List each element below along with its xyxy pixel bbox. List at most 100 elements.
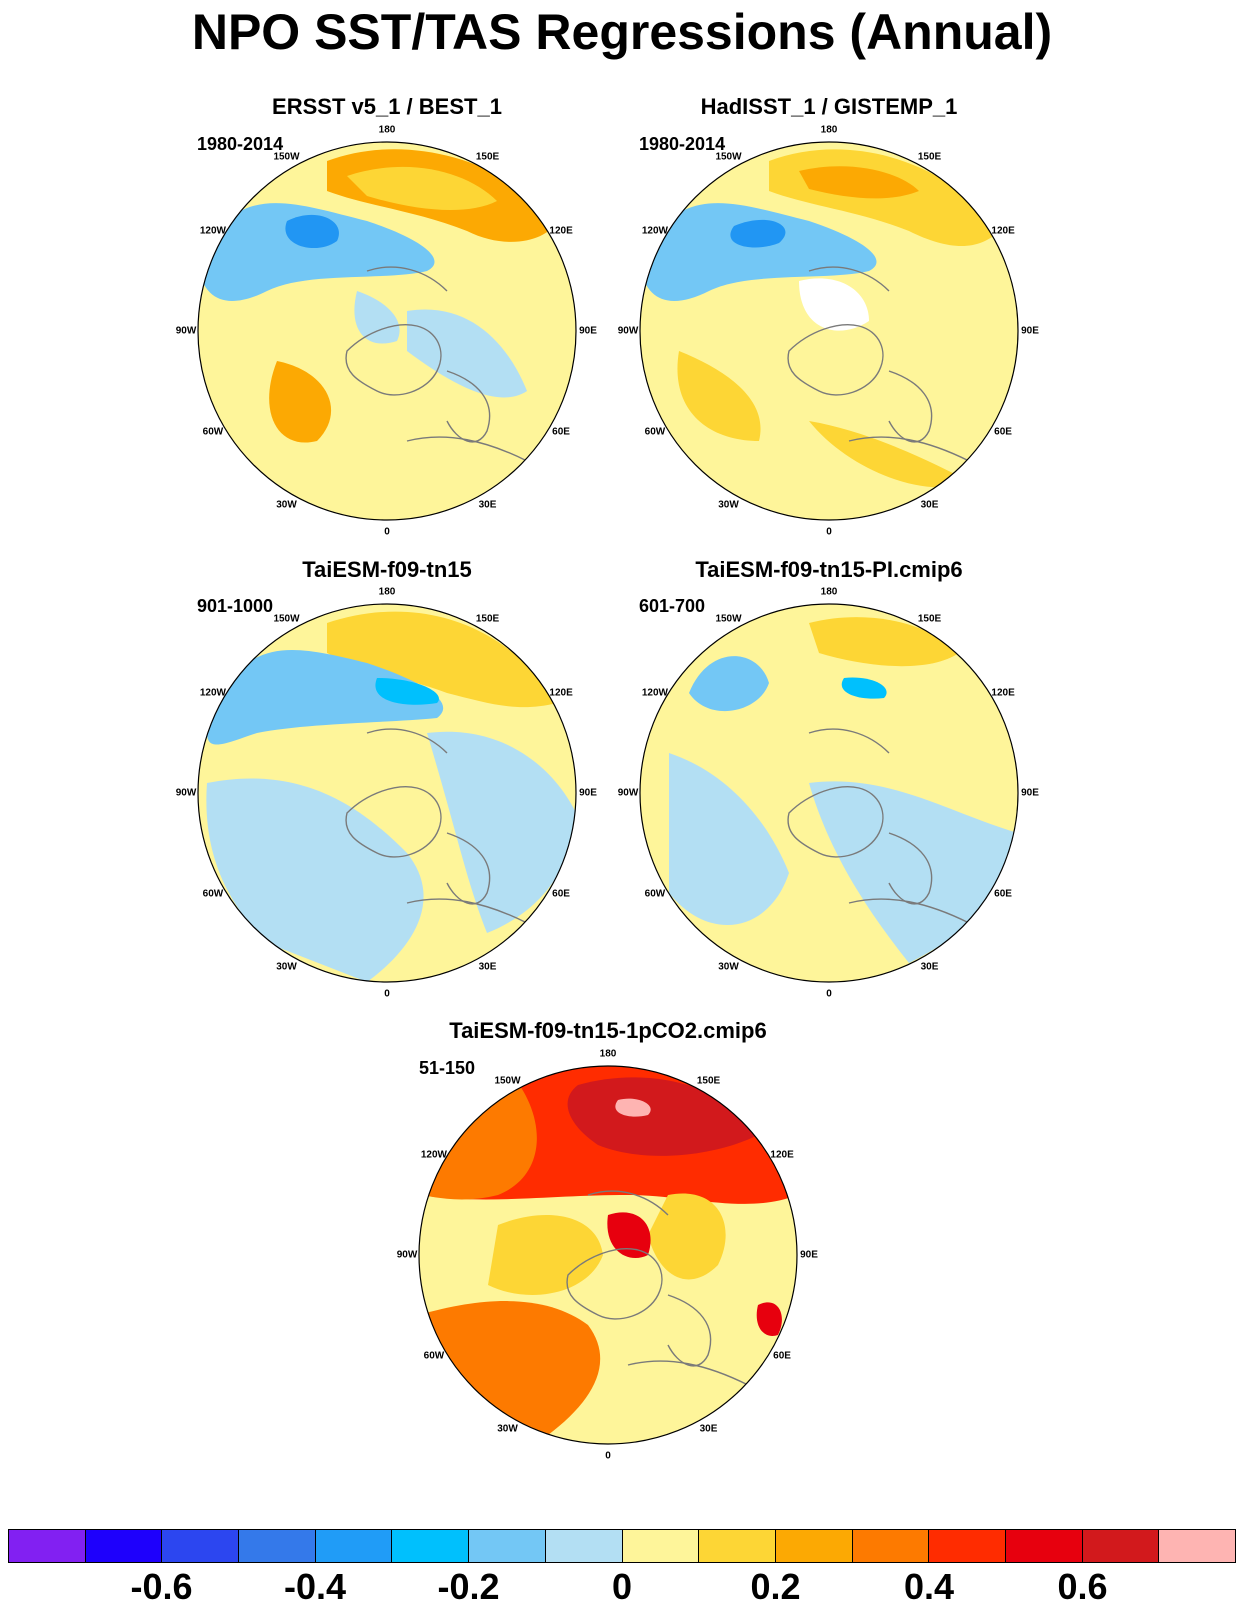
contour-region [354, 291, 527, 398]
colorbar-label: 0.6 [1057, 1566, 1108, 1607]
longitude-label: 150W [715, 151, 742, 163]
longitude-label: 0 [826, 526, 832, 538]
colorbar-cell [775, 1530, 853, 1562]
contour-region [488, 1193, 726, 1295]
panel-period: 51-150 [419, 1058, 476, 1078]
longitude-label: 150W [494, 1075, 521, 1087]
coastline [627, 1360, 749, 1386]
colorbar-cell [622, 1530, 700, 1562]
coastline [808, 728, 890, 754]
longitude-label: 180 [820, 124, 838, 136]
longitude-label: 150E [917, 151, 942, 163]
contour-region [669, 753, 1018, 963]
coastline [888, 370, 933, 443]
longitude-label: 120W [199, 225, 226, 236]
contour-region [640, 203, 877, 301]
longitude-label: 30W [497, 1423, 518, 1435]
colorbar-cell [1005, 1530, 1083, 1562]
longitude-label: 150E [917, 613, 942, 625]
colorbar-cell [162, 1530, 240, 1562]
longitude-label: 60E [552, 426, 570, 437]
longitude-label: 120E [770, 1149, 794, 1160]
longitude-label: 150W [273, 151, 300, 163]
longitude-label: 120E [549, 687, 573, 698]
contour-region [207, 649, 444, 745]
colorbar-label: 0.4 [903, 1566, 955, 1607]
longitude-label: 120E [991, 687, 1015, 698]
panel-title: TaiESM-f09-tn15-PI.cmip6 [695, 557, 963, 582]
coastline [667, 1294, 712, 1367]
colorbar-label: -0.6 [130, 1566, 193, 1607]
colorbar-cell [699, 1530, 776, 1562]
panel-title: ERSST v5_1 / BEST_1 [272, 94, 502, 119]
longitude-label: 150E [475, 151, 500, 163]
coastline [566, 1248, 663, 1320]
longitude-label: 120E [991, 225, 1015, 236]
longitude-label: 90W [175, 787, 197, 799]
colorbar-label: -0.4 [283, 1566, 347, 1607]
polar-map [197, 603, 577, 983]
longitude-label: 30W [276, 499, 297, 511]
contour-region [375, 678, 439, 705]
longitude-label: 60E [552, 888, 570, 899]
longitude-label: 30E [478, 961, 497, 973]
colorbar-cell [1159, 1530, 1235, 1562]
contour-region [419, 1070, 537, 1200]
contour-region [567, 1077, 758, 1156]
contour-region [285, 214, 339, 249]
contour-region [615, 1098, 651, 1117]
colorbar-cell [9, 1530, 86, 1562]
longitude-label: 120W [641, 225, 668, 236]
longitude-label: 120W [420, 1149, 447, 1160]
longitude-label: 120W [641, 687, 668, 698]
polar-map [418, 1065, 798, 1445]
longitude-label: 120E [549, 225, 573, 236]
longitude-label: 90E [1021, 325, 1039, 337]
coastline [406, 898, 528, 924]
colorbar-label: 0.2 [750, 1566, 801, 1607]
coastline [446, 370, 491, 443]
map-outline [639, 603, 1019, 983]
polar-map [639, 141, 1019, 521]
longitude-label: 0 [605, 1450, 611, 1462]
contour-region [809, 617, 959, 667]
longitude-label: 30E [920, 961, 939, 973]
longitude-label: 90E [579, 325, 597, 337]
coastline [888, 832, 933, 905]
coastline [787, 324, 884, 396]
longitude-label: 90W [617, 325, 639, 337]
longitude-label: 30W [718, 499, 739, 511]
map-outline [197, 603, 577, 983]
longitude-label: 0 [384, 526, 390, 538]
longitude-label: 60W [202, 426, 224, 437]
panel-period: 901-1000 [197, 596, 274, 616]
coastline [446, 832, 491, 905]
coastline [345, 324, 442, 396]
longitude-label: 180 [599, 1048, 617, 1060]
map-outline [418, 1065, 798, 1445]
polar-map [197, 141, 577, 521]
longitude-label: 60W [423, 1350, 445, 1361]
coastline [808, 266, 890, 292]
longitude-label: 150W [715, 613, 742, 625]
panel-period: 1980-2014 [639, 134, 726, 154]
longitude-label: 0 [826, 988, 832, 1000]
longitude-label: 90E [800, 1249, 818, 1261]
colorbar-cell [315, 1530, 393, 1562]
longitude-label: 30E [478, 499, 497, 511]
colorbar-cell [1082, 1530, 1160, 1562]
longitude-label: 90E [579, 787, 597, 799]
longitude-label: 150W [273, 613, 300, 625]
contour-region [689, 656, 769, 712]
main-title: NPO SST/TAS Regressions (Annual) [191, 4, 1053, 60]
contour-region [198, 203, 435, 301]
map-outline [197, 141, 577, 521]
colorbar-label: -0.2 [437, 1566, 500, 1607]
longitude-label: 60E [994, 888, 1012, 899]
colorbar-label: 0 [611, 1566, 633, 1607]
colorbar-cell [392, 1530, 470, 1562]
colorbar-cell [929, 1530, 1006, 1562]
panel-period: 1980-2014 [197, 134, 284, 154]
panel-title: TaiESM-f09-tn15 [302, 557, 472, 582]
colorbar [8, 1529, 1236, 1563]
